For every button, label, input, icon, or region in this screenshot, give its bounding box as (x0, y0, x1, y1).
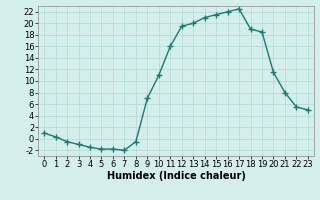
X-axis label: Humidex (Indice chaleur): Humidex (Indice chaleur) (107, 171, 245, 181)
